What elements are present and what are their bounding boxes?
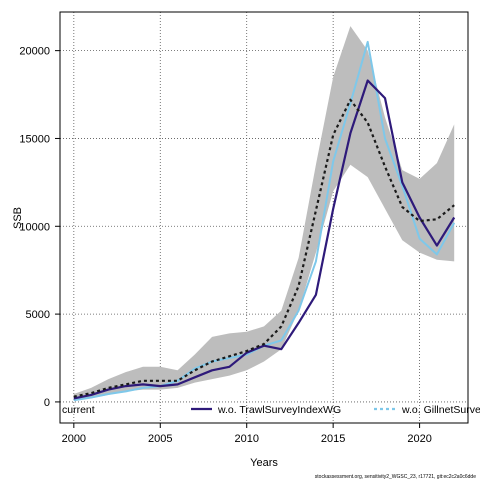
- confidence-band: [73, 26, 455, 401]
- legend-label-gillnet: w.o. GillnetSurveyIndex: [401, 404, 480, 416]
- series-line-trawl: [73, 79, 456, 400]
- plot-frame: [59, 11, 469, 424]
- y-tick-label-20000: 20000: [19, 46, 50, 58]
- footer-text: stockassessment.org, sensitivity2_WGSC_2…: [315, 474, 476, 480]
- legend: current w.o. TrawlSurveyIndexWG w.o. Gil…: [62, 404, 480, 416]
- axes: 2000 2005 2010 2015 2020 0 5000 10000 15000 20000: [19, 46, 431, 445]
- legend-label-trawl: w.o. TrawlSurveyIndexWG: [217, 404, 341, 416]
- series-line-current: [73, 98, 455, 398]
- x-tick-label-2005: 2005: [148, 433, 172, 445]
- series-layer: [73, 40, 456, 402]
- y-axis-title: SSB: [12, 207, 24, 229]
- x-axis-title: Years: [250, 457, 278, 469]
- x-tick-label-2015: 2015: [321, 433, 345, 445]
- x-tick-label-2010: 2010: [234, 433, 258, 445]
- y-tick-label-5000: 5000: [26, 309, 50, 321]
- y-tick-label-0: 0: [44, 397, 50, 409]
- y-tick-label-15000: 15000: [19, 133, 50, 145]
- x-tick-label-2020: 2020: [407, 433, 431, 445]
- x-tick-label-2000: 2000: [62, 433, 86, 445]
- y-tick-label-10000: 10000: [19, 221, 50, 233]
- legend-label-current: current: [62, 404, 95, 416]
